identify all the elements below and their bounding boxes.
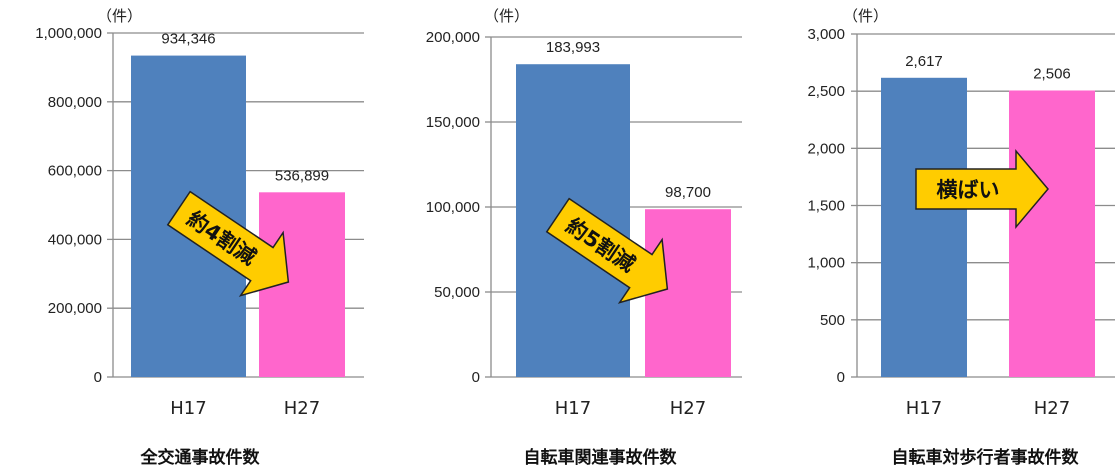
unit-label: （件） [484,7,529,25]
y-tick-label: 500 [820,312,845,329]
chart-title: 全交通事故件数 [140,447,261,468]
y-tick-label: 800,000 [48,94,102,111]
arrow-label: 横ばい [937,178,1000,202]
data-label: 536,899 [275,167,329,184]
y-tick-label: 600,000 [48,163,102,180]
bar-h27 [1009,90,1095,378]
y-tick-label: 50,000 [434,284,480,301]
chart-panel-1: 0 200,000 400,000 600,000 800,000 1,000,000（件… [35,7,364,468]
arrow-shape [545,197,669,304]
y-tick-label: 2,000 [807,140,845,157]
data-label: 2,617 [905,53,943,70]
trend-arrow: 横ばい [915,148,1049,230]
chart-title: 自転車関連事故件数 [524,447,678,468]
chart-panel-3: 0 500 1,000 1,500 2,000 2,500 3,000（件） 2,617 H17… [807,7,1115,468]
x-tick-label: H27 [670,398,706,419]
x-tick-label: H17 [555,398,591,419]
unit-label: （件） [843,7,888,25]
y-tick-label: 200,000 [48,300,102,317]
y-tick-label: 200,000 [426,29,480,46]
x-tick-label: H27 [1034,398,1070,419]
x-tick-label: H17 [906,398,942,419]
x-tick-label: H17 [170,398,206,419]
chart-panel-2: 0 50,000 100,000 150,000 200,000（件） 183,993 H1… [426,7,742,468]
x-tick-label: H27 [284,398,320,419]
chart-title: 自転車対歩行者事故件数 [892,447,1080,468]
y-tick-label: 3,000 [807,26,845,43]
y-tick-label: 2,500 [807,83,845,100]
unit-label: （件） [97,7,142,25]
data-label: 183,993 [546,39,600,56]
y-tick-label: 150,000 [426,114,480,131]
y-tick-label: 1,000,000 [35,25,102,42]
bar-h17 [881,77,967,377]
y-tick-label: 1,000 [807,255,845,272]
data-label: 934,346 [161,31,215,48]
arrow-shape [166,190,290,297]
arrow-shape [915,148,1049,230]
y-tick-label: 0 [472,369,480,386]
data-label: 98,700 [665,184,711,201]
data-label: 2,506 [1033,65,1071,82]
y-tick-label: 100,000 [426,199,480,216]
y-tick-label: 400,000 [48,231,102,248]
y-tick-label: 0 [837,369,845,386]
y-tick-label: 0 [94,369,102,386]
y-tick-label: 1,500 [807,198,845,215]
bar-h27 [645,209,731,377]
